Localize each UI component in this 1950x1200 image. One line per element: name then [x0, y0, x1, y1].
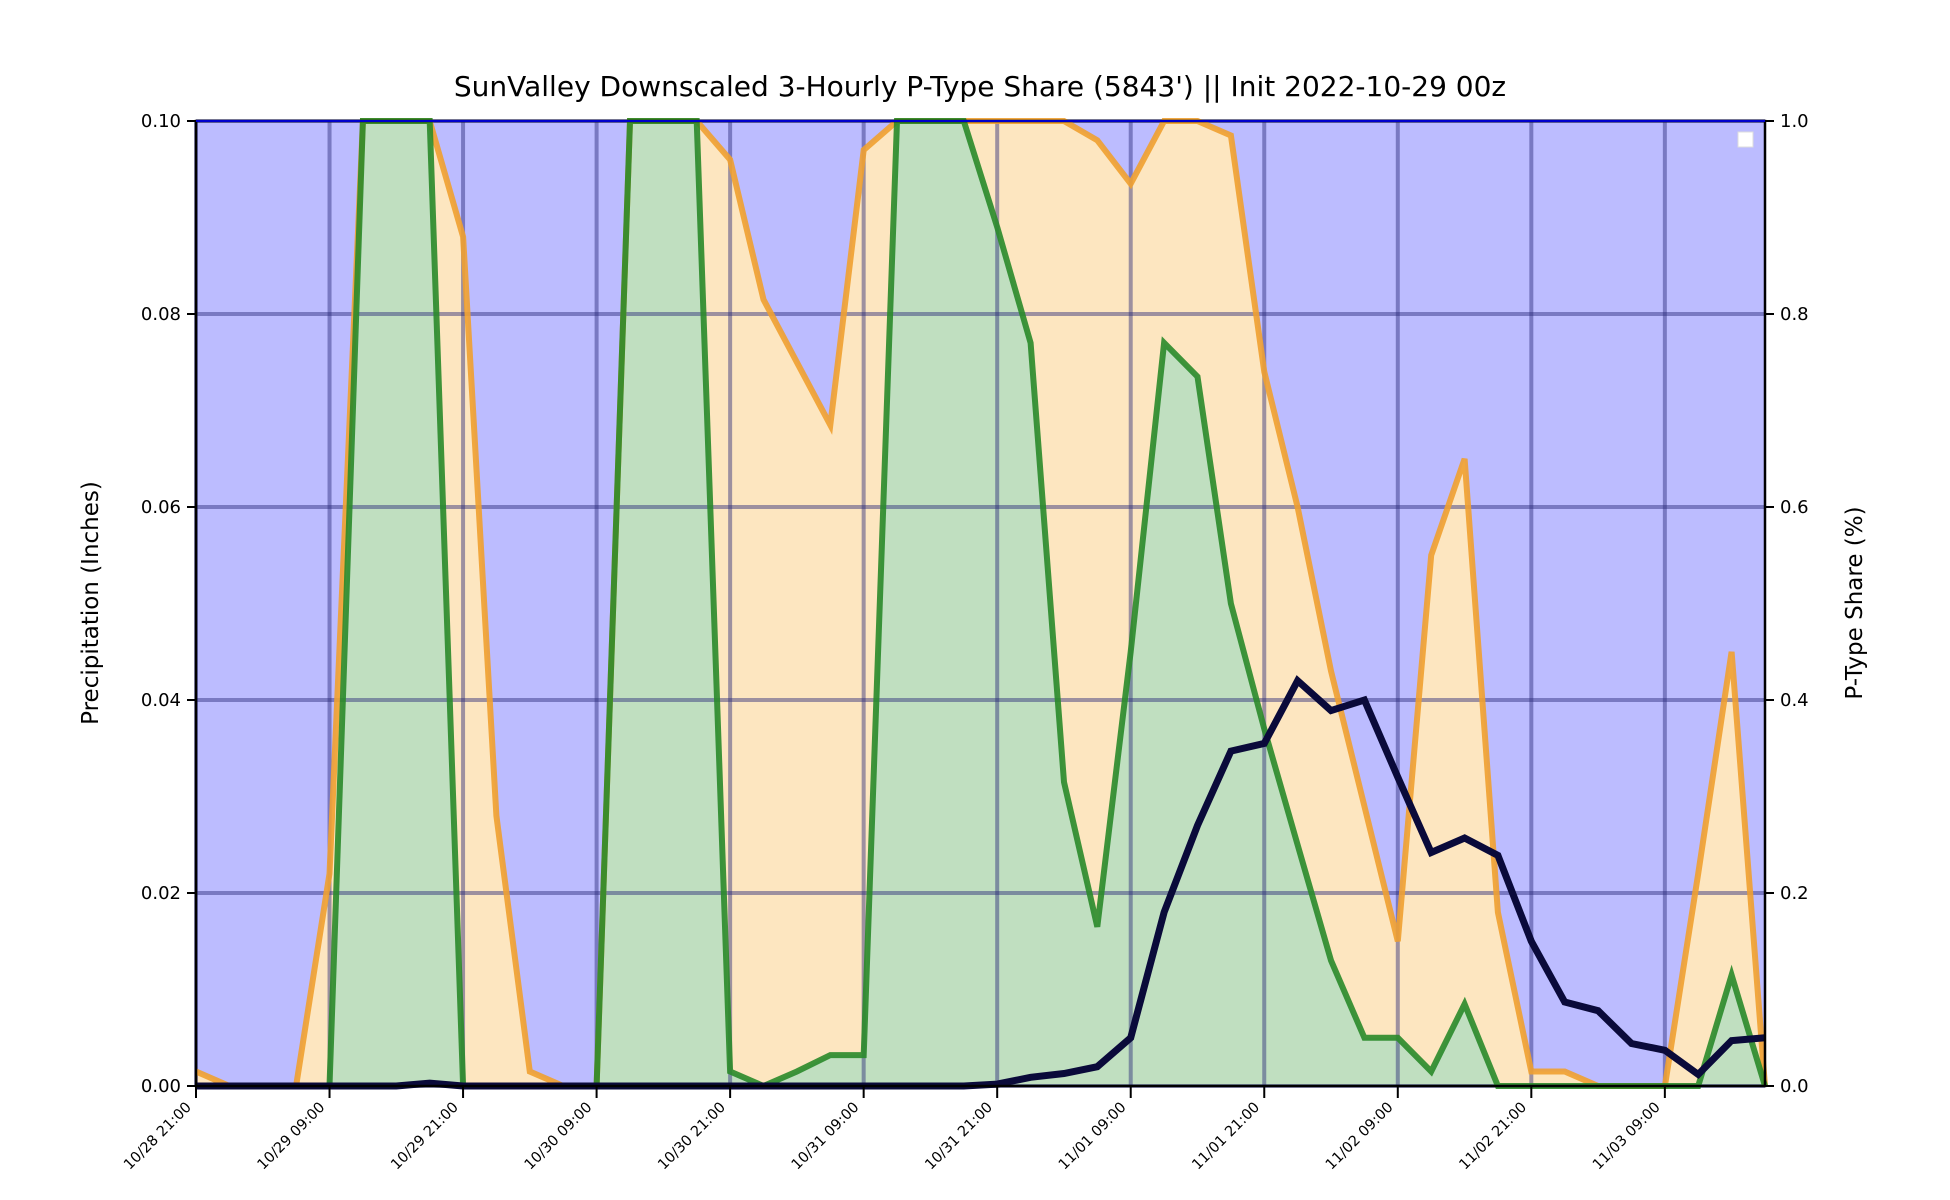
series-1-fill [196, 121, 1765, 1086]
x-tick-label: 10/31 09:00 [789, 1100, 863, 1174]
x-tick-label: 11/01 21:00 [1189, 1100, 1263, 1174]
y-tick-label: 0.02 [141, 883, 181, 904]
chart-title: SunValley Downscaled 3-Hourly P-Type Sha… [454, 70, 1506, 103]
x-tick-label: 11/02 09:00 [1323, 1100, 1397, 1174]
y-axis-title: Precipitation (Inches) [78, 481, 104, 725]
x-tick-label: 11/01 09:00 [1056, 1100, 1130, 1174]
legend-box [1737, 131, 1754, 148]
y-tick-label: 0.06 [141, 497, 181, 518]
x-axis: 10/28 21:00 10/29 09:00 10/29 21:00 10/30 0… [121, 1086, 1666, 1174]
left-axis: 0.00 0.02 0.04 0.06 0.08 0.10 [141, 111, 196, 1097]
y-tick-label: 0.04 [141, 690, 181, 711]
y2-tick-label: 0.4 [1780, 690, 1809, 711]
x-tick-label: 10/31 21:00 [922, 1100, 996, 1174]
y-tick-label: 0.08 [141, 304, 181, 325]
y2-tick-label: 0.0 [1780, 1076, 1809, 1097]
x-tick-label: 10/28 21:00 [121, 1100, 195, 1174]
y2-tick-label: 0.2 [1780, 883, 1809, 904]
y2-tick-label: 0.8 [1780, 304, 1809, 325]
x-tick-label: 10/29 09:00 [255, 1100, 329, 1174]
x-tick-label: 11/02 21:00 [1456, 1100, 1530, 1174]
y-tick-label: 0.00 [141, 1076, 181, 1097]
y2-tick-label: 0.6 [1780, 497, 1809, 518]
x-tick-label: 10/30 09:00 [522, 1100, 596, 1174]
x-tick-label: 10/29 21:00 [388, 1100, 462, 1174]
y-tick-label: 0.10 [141, 111, 181, 132]
x-tick-label: 11/03 09:00 [1590, 1100, 1664, 1174]
y2-axis-title: P-Type Share (%) [1842, 506, 1868, 699]
y2-tick-label: 1.0 [1780, 111, 1809, 132]
right-axis: 0.0 0.2 0.4 0.6 0.8 1.0 [1765, 111, 1809, 1097]
x-tick-label: 10/30 21:00 [655, 1100, 729, 1174]
